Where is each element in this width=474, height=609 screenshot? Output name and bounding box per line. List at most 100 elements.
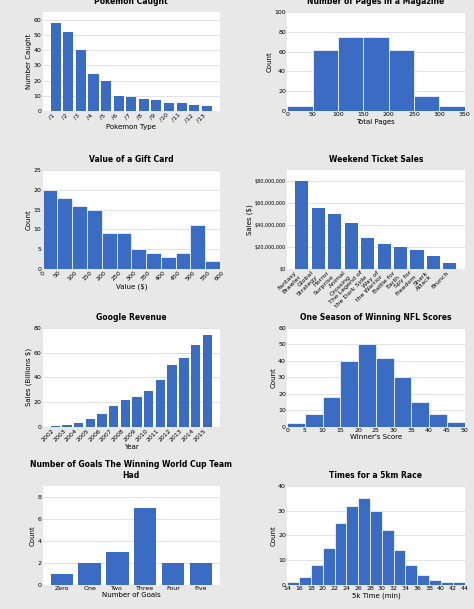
Bar <box>156 380 165 427</box>
X-axis label: Number of Goals: Number of Goals <box>102 593 161 599</box>
Bar <box>191 345 200 427</box>
X-axis label: Total Pages: Total Pages <box>356 119 395 125</box>
Bar <box>190 563 212 585</box>
Bar <box>299 577 311 585</box>
Bar <box>74 423 83 427</box>
Y-axis label: Sales (Billions $): Sales (Billions $) <box>26 348 32 406</box>
Bar <box>393 378 411 427</box>
Bar <box>443 263 456 269</box>
Y-axis label: Count: Count <box>271 525 277 546</box>
Bar <box>114 96 124 111</box>
Bar <box>205 261 220 269</box>
Bar <box>179 358 189 427</box>
Bar <box>151 100 162 111</box>
Bar <box>358 345 376 427</box>
Bar <box>311 565 323 585</box>
Bar <box>87 209 102 269</box>
Bar <box>134 508 156 585</box>
Bar <box>345 223 358 269</box>
Bar <box>335 523 346 585</box>
Bar <box>167 365 177 427</box>
Bar <box>447 422 465 427</box>
Bar <box>394 247 407 269</box>
Bar <box>164 104 174 111</box>
Bar <box>89 74 99 111</box>
Bar <box>410 250 424 269</box>
Bar <box>411 402 429 427</box>
Title: Google Revenue: Google Revenue <box>96 312 166 322</box>
Bar <box>382 530 393 585</box>
X-axis label: Year: Year <box>124 444 139 450</box>
Y-axis label: Count: Count <box>267 51 273 72</box>
Bar <box>295 181 309 269</box>
Bar <box>429 414 447 427</box>
Bar <box>98 414 107 427</box>
Y-axis label: Count: Count <box>30 525 36 546</box>
Bar <box>358 498 370 585</box>
Bar <box>191 225 205 269</box>
Bar <box>121 400 130 427</box>
Bar <box>161 257 175 269</box>
Bar <box>76 50 86 111</box>
Bar <box>376 357 393 427</box>
Bar <box>177 104 187 111</box>
Bar <box>131 249 146 269</box>
Title: Number of Pages in a Magazine: Number of Pages in a Magazine <box>307 0 445 6</box>
X-axis label: Value ($): Value ($) <box>116 283 147 290</box>
Bar <box>417 575 429 585</box>
Bar <box>312 208 325 269</box>
Bar <box>63 425 72 427</box>
Bar <box>79 563 101 585</box>
Bar <box>287 106 312 111</box>
Bar <box>323 397 340 427</box>
Bar <box>109 406 118 427</box>
Bar <box>202 107 212 111</box>
Bar <box>86 419 95 427</box>
Bar <box>453 582 465 585</box>
Bar <box>43 190 57 269</box>
Bar <box>323 547 335 585</box>
Y-axis label: Number Caught: Number Caught <box>26 34 32 89</box>
X-axis label: Winner's Score: Winner's Score <box>350 434 402 440</box>
Bar <box>64 32 73 111</box>
Bar <box>117 233 131 269</box>
Bar <box>377 244 391 269</box>
X-axis label: 5k Time (min): 5k Time (min) <box>352 593 400 599</box>
Bar <box>51 23 61 111</box>
Title: Weekend Ticket Sales: Weekend Ticket Sales <box>328 155 423 164</box>
X-axis label: Pokemon Type: Pokemon Type <box>106 124 156 130</box>
Title: Pokemon Caught: Pokemon Caught <box>94 0 168 6</box>
Bar <box>429 580 441 585</box>
Bar <box>162 563 184 585</box>
Bar <box>101 80 111 111</box>
Bar <box>427 256 440 269</box>
Title: One Season of Winning NFL Scores: One Season of Winning NFL Scores <box>300 312 452 322</box>
Bar <box>72 206 87 269</box>
Bar <box>328 214 341 269</box>
Bar <box>144 390 154 427</box>
Bar <box>202 336 212 427</box>
Bar <box>338 37 363 111</box>
Bar <box>126 97 137 111</box>
Bar <box>312 50 338 111</box>
Bar <box>405 565 417 585</box>
Bar <box>287 582 299 585</box>
Title: Value of a Gift Card: Value of a Gift Card <box>89 155 173 164</box>
Bar <box>146 253 161 269</box>
Bar <box>189 105 199 111</box>
Bar <box>287 423 305 427</box>
Bar <box>106 552 128 585</box>
Bar <box>370 510 382 585</box>
Bar <box>389 50 414 111</box>
Bar <box>175 253 191 269</box>
Bar <box>102 233 117 269</box>
Bar <box>439 106 465 111</box>
Bar <box>361 238 374 269</box>
Bar <box>414 96 439 111</box>
Y-axis label: Count: Count <box>26 209 32 230</box>
Bar <box>51 574 73 585</box>
Y-axis label: Count: Count <box>271 367 277 388</box>
Y-axis label: Sales ($): Sales ($) <box>247 204 254 235</box>
Bar <box>132 398 142 427</box>
Bar <box>139 99 149 111</box>
